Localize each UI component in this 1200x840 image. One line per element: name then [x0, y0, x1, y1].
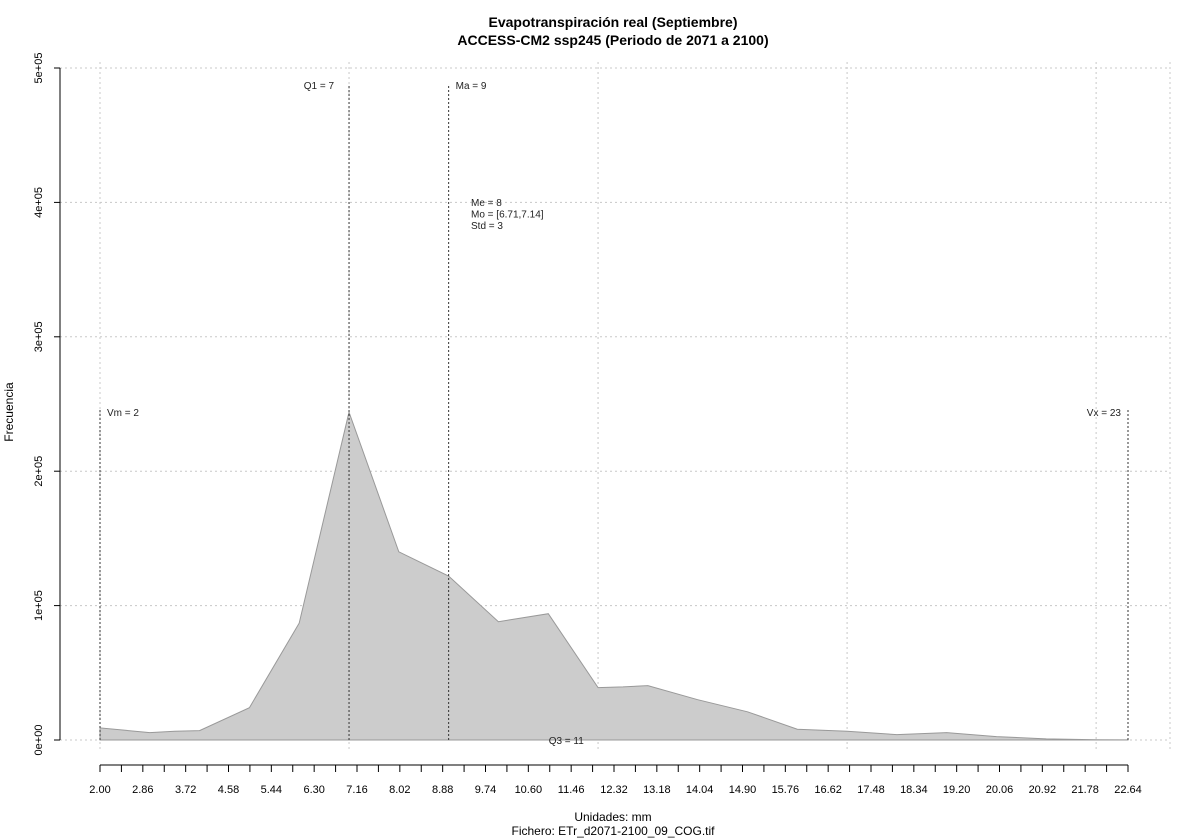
x-tick-label: 13.18 — [643, 784, 671, 796]
frequency-area — [99, 410, 1129, 741]
grid-lines — [60, 62, 1171, 752]
stat-summary-line: Me = 8 — [471, 198, 502, 209]
stat-summary-line: Mo = [6.71,7.14] — [471, 210, 544, 221]
y-tick-label: 4e+05 — [33, 187, 45, 218]
x-tick-label: 17.48 — [857, 784, 885, 796]
x-tick-label: 2.00 — [89, 784, 110, 796]
x-tick-label: 5.44 — [261, 784, 282, 796]
x-axis-label: Unidades: mm — [574, 810, 651, 824]
x-tick-label: 12.32 — [600, 784, 628, 796]
stat-label-vm: Vm = 2 — [107, 408, 139, 419]
x-tick-label: 9.74 — [475, 784, 496, 796]
x-tick-label: 14.90 — [729, 784, 757, 796]
x-tick-label: 20.92 — [1029, 784, 1057, 796]
y-tick-label: 3e+05 — [33, 321, 45, 352]
x-tick-label: 8.88 — [432, 784, 453, 796]
chart-title: Evapotranspiración real (Septiembre) — [489, 14, 738, 30]
stat-label-vx: Vx = 23 — [1087, 408, 1122, 419]
stat-label-q1: Q1 = 7 — [304, 81, 335, 92]
caption: Fichero: ETr_d2071-2100_09_COG.tif — [512, 824, 716, 838]
y-tick-label: 2e+05 — [33, 456, 45, 487]
x-tick-label: 4.58 — [218, 784, 239, 796]
x-tick-label: 3.72 — [175, 784, 196, 796]
axes: 0e+00 1e+05 2e+05 3e+05 4e+05 5e+05 2.00 2.86 3.… — [33, 53, 1142, 796]
chart-subtitle: ACCESS-CM2 ssp245 (Periodo de 2071 a 210… — [457, 32, 768, 48]
x-tick-label: 20.06 — [986, 784, 1014, 796]
y-axis-label: Frecuencia — [2, 382, 16, 442]
y-tick-label: 5e+05 — [33, 53, 45, 84]
y-tick-label: 1e+05 — [33, 590, 45, 621]
stat-summary-line: Std = 3 — [471, 221, 503, 232]
x-tick-label: 6.30 — [303, 784, 324, 796]
x-tick-label: 15.76 — [772, 784, 800, 796]
stat-lines: Vm = 2 Q1 = 7 Ma = 9 Vx = 23 Q3 = 11 Me = 8Mo… — [99, 81, 1129, 747]
x-tick-label: 16.62 — [814, 784, 842, 796]
x-tick-label: 21.78 — [1071, 784, 1099, 796]
x-tick-label: 2.86 — [132, 784, 153, 796]
stat-label-q3: Q3 = 11 — [549, 736, 585, 747]
x-tick-label: 8.02 — [389, 784, 410, 796]
x-tick-label: 10.60 — [515, 784, 543, 796]
x-tick-label: 7.16 — [346, 784, 367, 796]
x-tick-label: 19.20 — [943, 784, 971, 796]
x-tick-label: 18.34 — [900, 784, 928, 796]
x-tick-label: 22.64 — [1114, 784, 1142, 796]
x-tick-label: 11.46 — [558, 784, 585, 796]
y-tick-label: 0e+00 — [33, 725, 45, 756]
frequency-area-polygon — [99, 410, 1129, 741]
x-tick-label: 14.04 — [686, 784, 714, 796]
stat-label-ma: Ma = 9 — [456, 81, 487, 92]
